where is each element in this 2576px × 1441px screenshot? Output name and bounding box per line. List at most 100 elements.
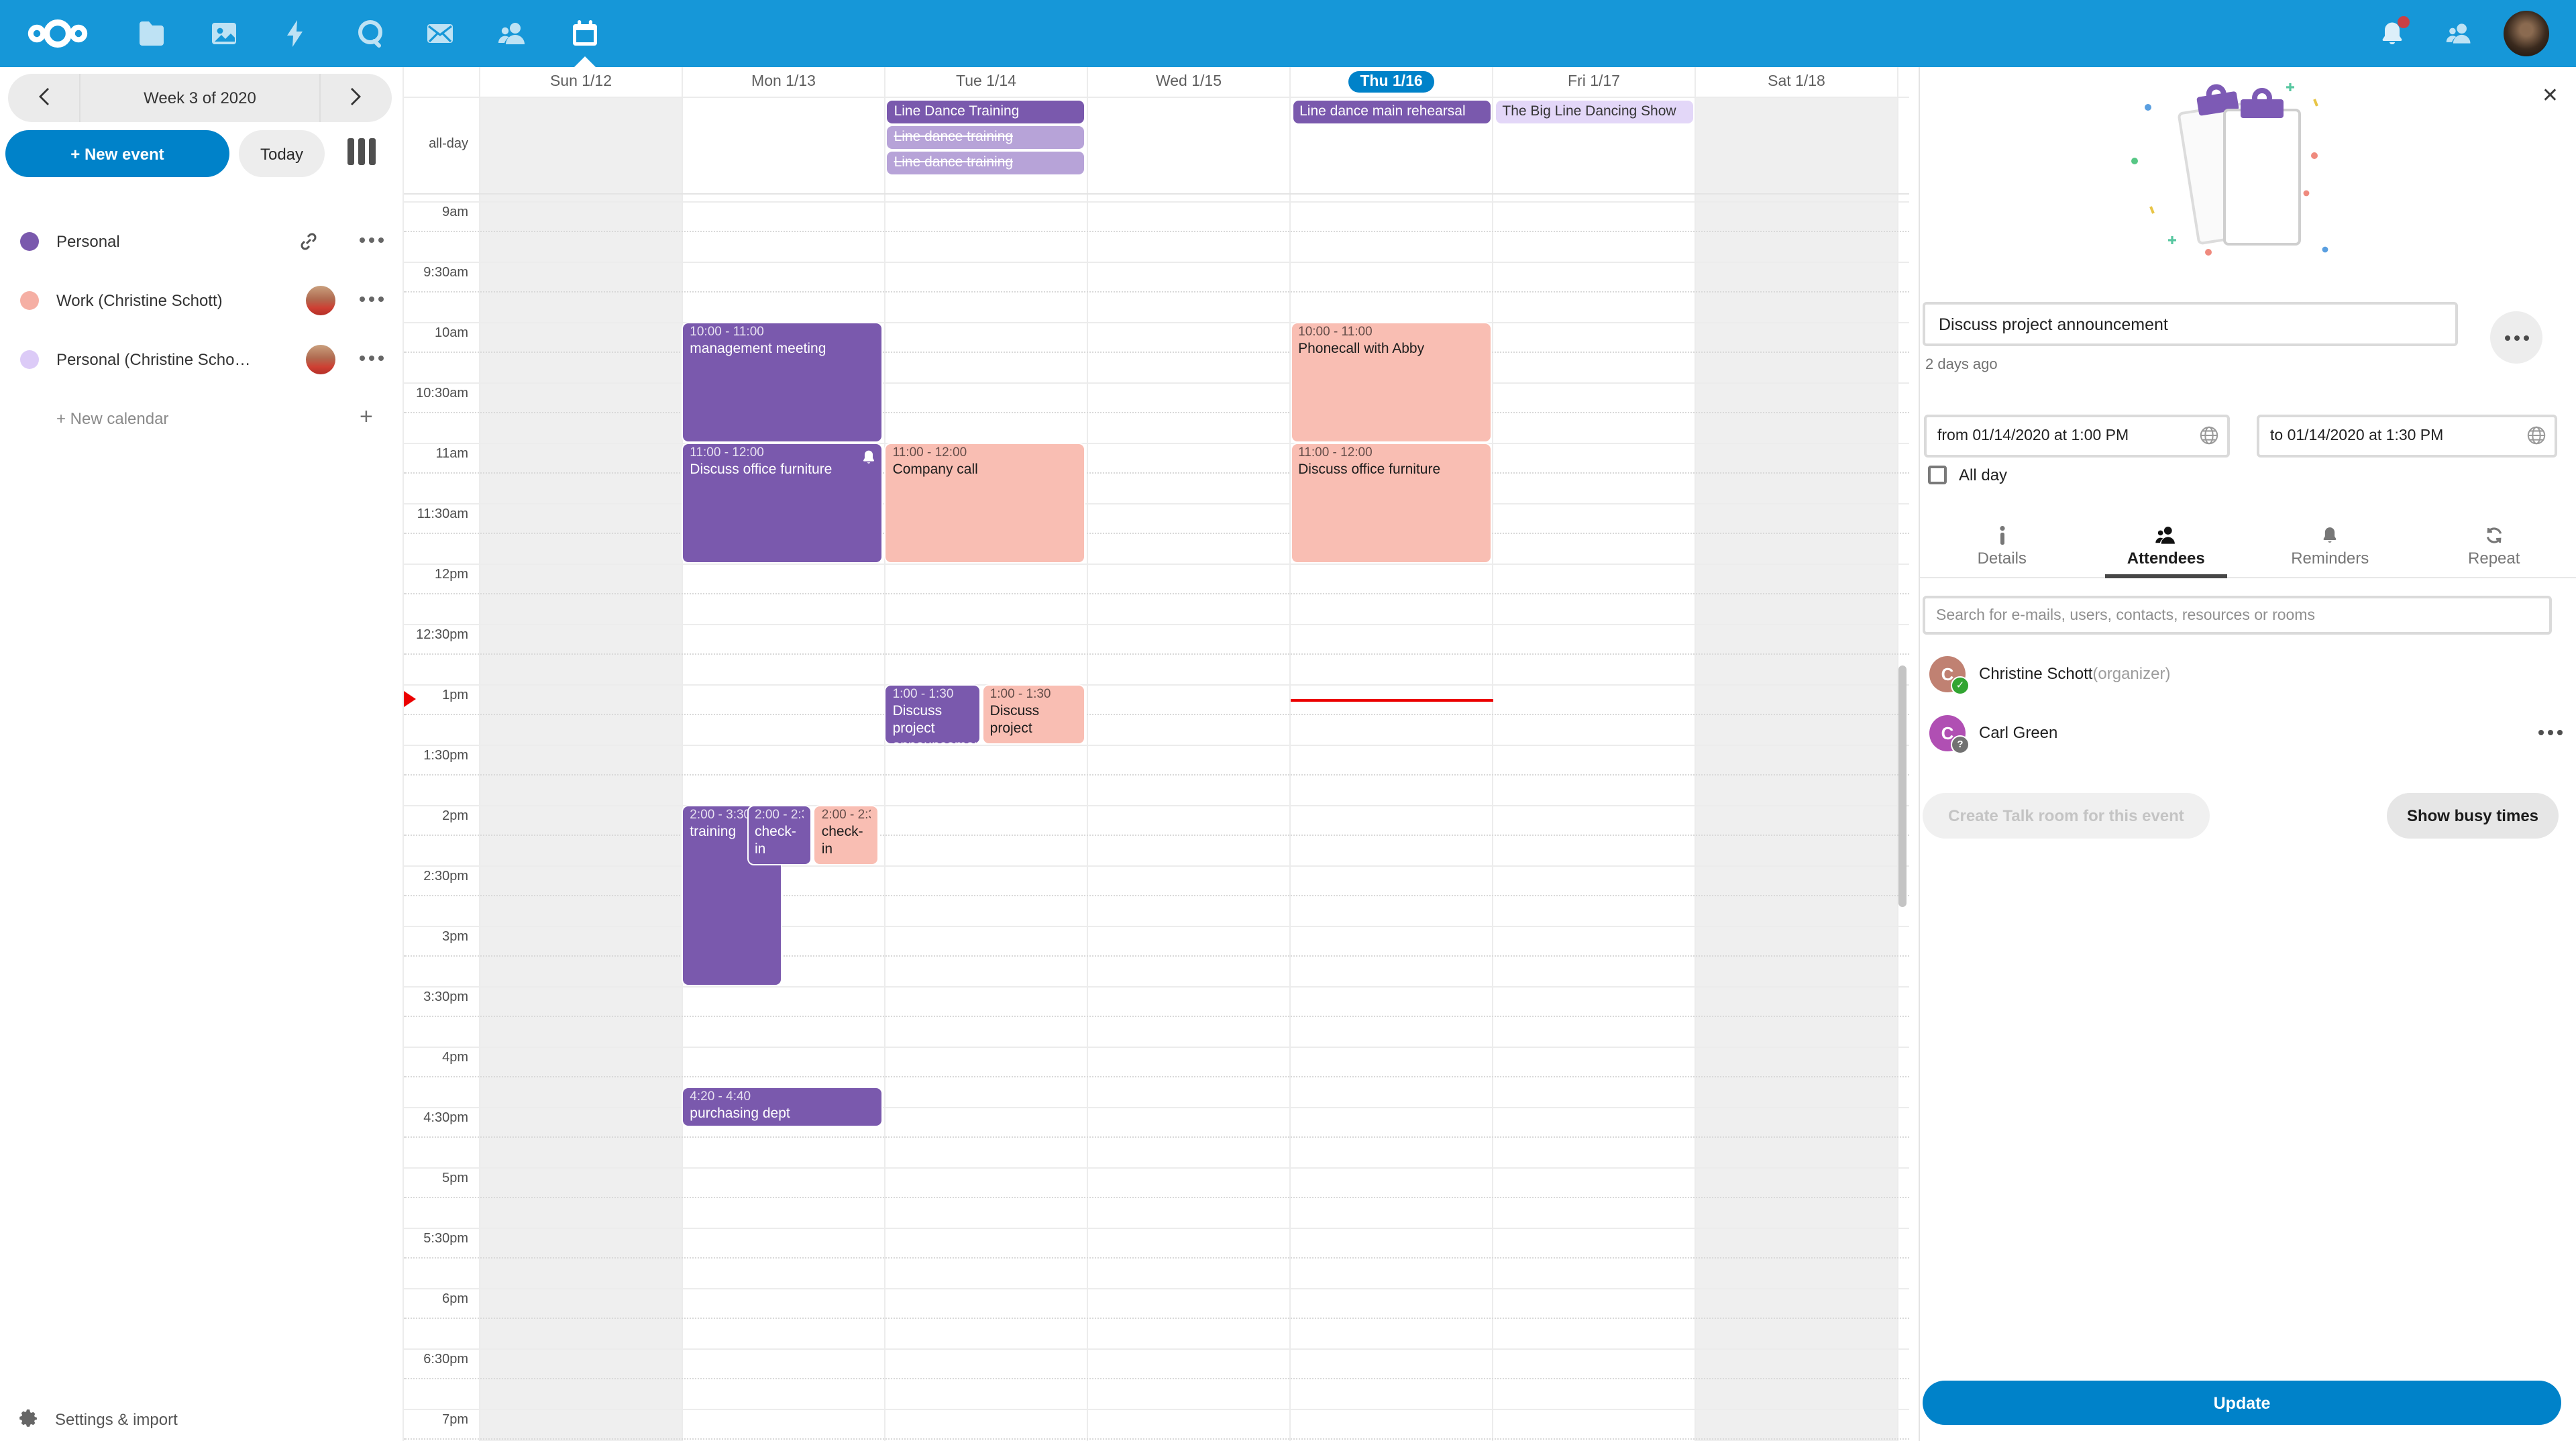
time-label: 10am <box>434 326 468 341</box>
time-label: 5:30pm <box>423 1232 468 1246</box>
close-icon[interactable]: ✕ <box>2541 85 2559 107</box>
tab-attendees[interactable]: Attendees <box>2084 515 2249 578</box>
files-icon[interactable] <box>136 17 168 50</box>
vertical-scrollbar[interactable] <box>1898 665 1907 907</box>
calendar-menu-icon[interactable] <box>360 237 384 243</box>
talk-icon[interactable] <box>354 17 386 50</box>
previous-week-button[interactable] <box>8 74 80 122</box>
create-talk-room-button[interactable]: Create Talk room for this event <box>1923 793 2210 839</box>
calendar-menu-icon[interactable] <box>360 297 384 302</box>
view-toggle-icon[interactable] <box>347 138 378 168</box>
calendar-color-dot <box>20 291 39 310</box>
event[interactable]: 10:00 - 11:00 Phonecall with Abby <box>1291 323 1491 441</box>
time-label: 5pm <box>442 1171 468 1186</box>
allday-event[interactable]: The Big Line Dancing Show <box>1495 101 1693 123</box>
all-day-label[interactable]: All day <box>1959 466 2008 484</box>
notifications-bell-icon[interactable] <box>2377 16 2410 48</box>
user-avatar[interactable] <box>2504 11 2549 56</box>
tab-details[interactable]: Details <box>1920 515 2084 577</box>
update-button[interactable]: Update <box>1923 1381 2561 1425</box>
day-header[interactable]: Wed 1/15 <box>1087 67 1289 97</box>
timezone-globe-icon[interactable] <box>2199 425 2219 445</box>
time-label: 3:30pm <box>423 990 468 1005</box>
attendee-row-organizer: C ✓ Christine Schott(organizer) <box>1929 644 2563 703</box>
allday-event[interactable]: Line Dance Training <box>887 101 1085 123</box>
time-label: 4pm <box>442 1051 468 1065</box>
activity-icon[interactable] <box>279 17 311 50</box>
event-editor-panel: ✕ 2 days ago from 01/14/2020 at 1:00 PM <box>1919 67 2576 1441</box>
timezone-globe-icon[interactable] <box>2526 425 2546 445</box>
today-button[interactable]: Today <box>239 130 325 177</box>
photos-icon[interactable] <box>208 17 240 50</box>
event[interactable]: 4:20 - 4:40 purchasing dept <box>683 1088 882 1126</box>
attendee-row: C ? Carl Green <box>1929 703 2563 762</box>
allday-events: Line Dance Training Line dance training Li… <box>479 97 1898 193</box>
calendar-item-personal[interactable]: Personal <box>0 212 402 271</box>
column-friday[interactable] <box>1492 97 1695 1441</box>
next-week-button[interactable] <box>319 74 392 122</box>
day-header[interactable]: Fri 1/17 <box>1492 67 1695 97</box>
day-header[interactable]: Tue 1/14 <box>884 67 1087 97</box>
end-datetime-field[interactable]: to 01/14/2020 at 1:30 PM <box>2257 415 2557 458</box>
current-time-marker <box>404 690 416 706</box>
allday-event[interactable]: Line dance training <box>887 152 1085 174</box>
column-thursday[interactable] <box>1289 97 1492 1441</box>
time-label: 9am <box>442 205 468 220</box>
calendar-icon[interactable] <box>569 17 601 50</box>
event[interactable]: 11:00 - 12:00 Company call <box>885 444 1085 562</box>
sidebar: Week 3 of 2020 + New event Today Persona… <box>0 67 402 1441</box>
mail-icon[interactable] <box>424 17 456 50</box>
time-label: 9:30am <box>423 266 468 280</box>
time-label: 6:30pm <box>423 1352 468 1367</box>
time-label: 7pm <box>442 1413 468 1428</box>
time-label: 11:30am <box>417 507 468 522</box>
column-sunday[interactable] <box>479 97 682 1441</box>
show-busy-times-button[interactable]: Show busy times <box>2387 793 2559 839</box>
event[interactable]: 11:00 - 12:00 Discuss office furniture <box>1291 444 1491 562</box>
column-saturday[interactable] <box>1695 97 1898 1441</box>
day-header-today[interactable]: Thu 1/16 <box>1289 67 1492 97</box>
event-actions-menu-icon[interactable] <box>2490 311 2542 364</box>
timed-events: 10:00 - 11:00 management meeting 11:00 - 1… <box>479 67 1898 1441</box>
tab-repeat[interactable]: Repeat <box>2412 515 2576 577</box>
calendar-list: Personal Work (Christine Schott) Persona… <box>0 212 402 448</box>
calendar-item-work[interactable]: Work (Christine Schott) <box>0 271 402 330</box>
event[interactable]: 2:00 - 2:30check-in <box>814 806 878 864</box>
contacts-icon[interactable] <box>496 17 529 50</box>
allday-event[interactable]: Line dance main rehearsal <box>1293 101 1491 123</box>
calendar-menu-icon[interactable] <box>360 356 384 361</box>
new-calendar-button[interactable]: + New calendar + <box>56 404 373 429</box>
new-event-button[interactable]: + New event <box>5 130 229 177</box>
column-monday[interactable] <box>682 97 884 1441</box>
column-tuesday[interactable] <box>884 97 1087 1441</box>
attendee-name: Christine Schott <box>1979 664 2093 683</box>
active-app-indicator <box>574 56 596 67</box>
column-wednesday[interactable] <box>1087 97 1289 1441</box>
contacts-menu-icon[interactable] <box>2445 19 2474 48</box>
event[interactable]: 2:00 - 2:30check-in <box>748 806 811 864</box>
calendar-grid: Sun 1/12 Mon 1/13 Tue 1/14 Wed 1/15 Thu … <box>402 67 1909 1441</box>
calendar-color-dot <box>20 350 39 369</box>
all-day-checkbox[interactable] <box>1928 466 1947 484</box>
tab-reminders[interactable]: Reminders <box>2248 515 2412 577</box>
allday-event[interactable]: Line dance training <box>887 126 1085 149</box>
start-datetime-field[interactable]: from 01/14/2020 at 1:00 PM <box>1924 415 2230 458</box>
time-label: 12pm <box>434 568 468 582</box>
event[interactable]: 1:00 - 1:30 Discuss project <box>983 686 1085 743</box>
event[interactable]: 10:00 - 11:00 management meeting <box>683 323 882 441</box>
gear-icon <box>19 1409 38 1427</box>
share-link-icon[interactable] <box>298 231 319 252</box>
attendee-menu-icon[interactable] <box>2538 730 2563 735</box>
event[interactable]: 11:00 - 12:00 Discuss office furniture <box>683 444 882 562</box>
nextcloud-logo[interactable] <box>27 13 89 54</box>
attendee-search-input[interactable] <box>1923 596 2552 635</box>
calendar-owner-avatar <box>306 286 335 315</box>
calendar-item-personal-shared[interactable]: Personal (Christine Scho… <box>0 330 402 389</box>
week-label[interactable]: Week 3 of 2020 <box>80 74 319 122</box>
day-header[interactable]: Sun 1/12 <box>479 67 682 97</box>
settings-import-button[interactable]: Settings & import <box>19 1409 178 1429</box>
event-title-input[interactable] <box>1923 302 2458 346</box>
day-header[interactable]: Mon 1/13 <box>682 67 884 97</box>
day-header[interactable]: Sat 1/18 <box>1695 67 1898 97</box>
